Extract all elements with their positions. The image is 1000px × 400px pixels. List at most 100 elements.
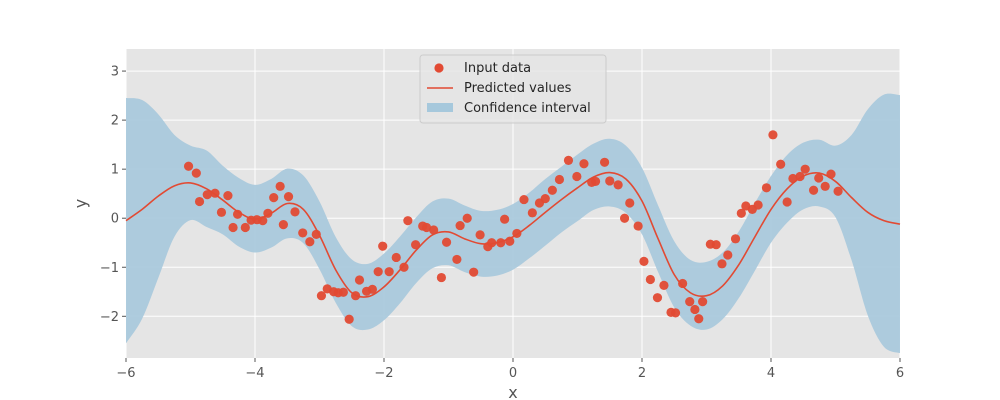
- data-point: [711, 240, 721, 250]
- data-point: [554, 174, 565, 185]
- legend-marker-input-data: [434, 63, 444, 73]
- data-point: [690, 304, 700, 315]
- data-point: [826, 169, 836, 179]
- data-point: [429, 225, 439, 235]
- data-point: [782, 197, 792, 207]
- data-point: [338, 287, 348, 297]
- data-points: [183, 130, 843, 324]
- data-point: [216, 207, 227, 217]
- data-point: [795, 171, 805, 182]
- y-axis-label: y: [71, 199, 90, 208]
- data-point: [275, 181, 285, 191]
- data-point: [753, 200, 763, 210]
- data-point: [487, 238, 497, 248]
- data-point: [563, 155, 574, 165]
- data-point: [263, 208, 273, 218]
- y-tick-label: 1: [111, 163, 119, 178]
- legend-marker-confidence-interval: [427, 103, 453, 112]
- y-tick-label: 0: [111, 212, 119, 227]
- data-point: [645, 274, 655, 285]
- data-point: [344, 314, 354, 324]
- data-point: [384, 267, 394, 277]
- x-tick-label: −6: [116, 366, 135, 381]
- legend-label-predicted-values: Predicted values: [464, 81, 572, 96]
- data-point: [678, 278, 688, 289]
- data-point: [278, 219, 288, 230]
- data-point: [788, 173, 798, 184]
- data-point: [833, 186, 843, 196]
- data-point: [469, 267, 479, 277]
- data-point: [512, 228, 522, 239]
- data-point: [311, 229, 321, 239]
- data-point: [403, 216, 413, 226]
- data-point: [240, 222, 250, 233]
- data-point: [475, 230, 485, 240]
- data-point: [354, 275, 365, 285]
- data-point: [590, 176, 601, 187]
- data-point: [613, 180, 623, 190]
- data-point: [373, 267, 383, 277]
- data-point: [652, 293, 663, 303]
- data-point: [258, 216, 268, 226]
- data-point: [399, 262, 409, 272]
- data-point: [619, 213, 630, 223]
- data-point: [547, 185, 557, 195]
- data-point: [685, 296, 695, 307]
- data-point: [730, 234, 741, 244]
- data-point: [670, 308, 681, 318]
- data-point: [723, 250, 733, 260]
- axis-ticks: −6 −4 −2 0 2 4 6 −2 −1 0 1 2 3: [100, 65, 904, 381]
- data-point: [194, 196, 205, 207]
- data-point: [639, 256, 649, 266]
- data-point: [441, 237, 452, 247]
- data-point: [808, 185, 819, 195]
- confidence-band: [126, 93, 900, 354]
- data-point: [223, 191, 233, 201]
- data-point: [694, 314, 704, 324]
- data-point: [698, 296, 708, 307]
- data-point: [228, 222, 238, 233]
- data-point: [527, 208, 537, 218]
- x-tick-label: 4: [767, 366, 775, 381]
- data-point: [761, 183, 772, 193]
- data-point: [579, 159, 589, 169]
- data-point: [736, 208, 746, 218]
- data-point: [800, 164, 810, 174]
- data-point: [202, 190, 212, 200]
- data-point: [820, 181, 830, 191]
- data-point: [283, 192, 294, 202]
- legend-label-confidence-interval: Confidence interval: [464, 101, 591, 116]
- data-point: [298, 228, 308, 238]
- legend-label-input-data: Input data: [464, 61, 531, 76]
- data-point: [411, 240, 421, 250]
- data-point: [191, 168, 201, 178]
- data-point: [605, 176, 615, 186]
- confidence-interval-area: [126, 93, 900, 354]
- x-tick-label: 6: [896, 366, 904, 381]
- data-point: [378, 241, 388, 251]
- data-point: [436, 272, 447, 283]
- data-point: [768, 130, 778, 140]
- data-point: [540, 193, 550, 204]
- data-point: [232, 209, 243, 219]
- legend: Input data Predicted values Confidence i…: [419, 54, 607, 124]
- data-point: [776, 159, 786, 169]
- data-point: [519, 194, 529, 205]
- data-point: [391, 252, 401, 263]
- data-point: [625, 198, 635, 208]
- data-point: [500, 214, 510, 224]
- data-point: [814, 173, 824, 183]
- x-axis-label: x: [508, 383, 517, 400]
- x-tick-label: 0: [509, 366, 517, 381]
- legend-box: [419, 54, 607, 124]
- data-point: [367, 284, 377, 294]
- data-point: [717, 259, 727, 269]
- data-point: [183, 161, 194, 171]
- y-tick-label: −1: [100, 261, 119, 276]
- x-tick-label: −4: [245, 366, 264, 381]
- data-point: [316, 291, 327, 301]
- data-point: [452, 254, 462, 265]
- data-point: [290, 207, 300, 217]
- y-tick-label: 3: [111, 65, 119, 80]
